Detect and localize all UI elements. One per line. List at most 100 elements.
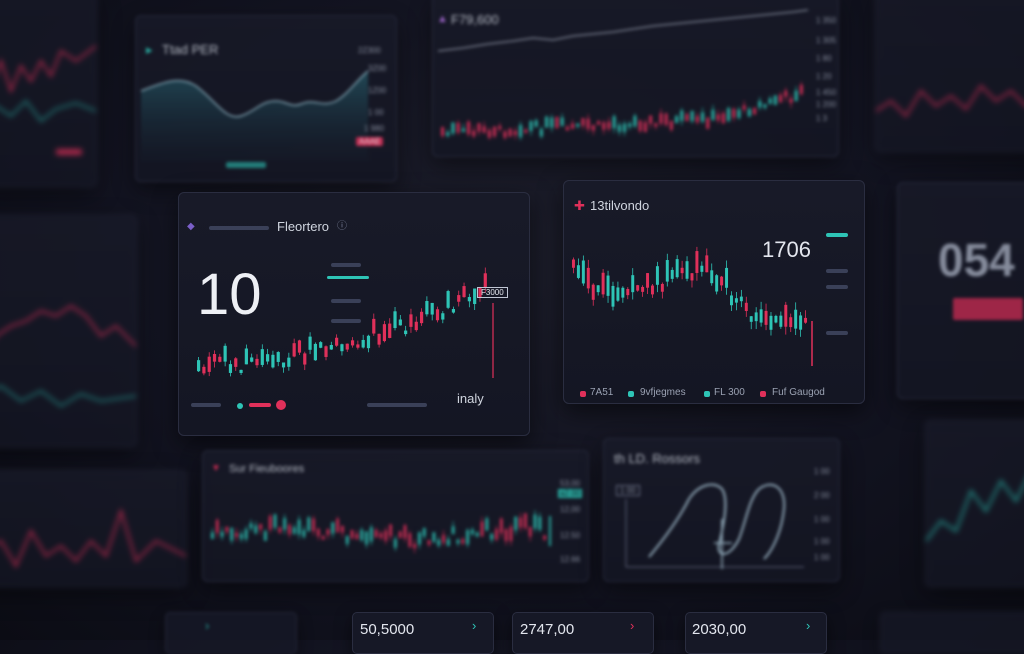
- panel-fleortero-info-icon[interactable]: ⓘ: [337, 221, 347, 232]
- panel-13tilvondo[interactable]: ✚ 13tilvondo 1706 7A51 9vfjegmes FL 300 …: [563, 180, 865, 404]
- panel-f79600[interactable]: ▲ F79,600 1 350 1 305 1 80 1 20 1 450 1 …: [432, 0, 839, 157]
- candle-body: [276, 352, 280, 362]
- candle-body: [239, 369, 243, 373]
- bottom-tile-2-arrow[interactable]: ›: [630, 618, 635, 633]
- panel-ttad-per-scroll[interactable]: [226, 162, 266, 168]
- right-mid-panel: 054: [897, 182, 1024, 399]
- candle-body: [700, 265, 704, 272]
- candle-body: [799, 84, 803, 95]
- candle-body: [690, 273, 694, 281]
- candle-body: [425, 301, 429, 315]
- candle-body: [631, 275, 635, 293]
- candle-body: [734, 298, 738, 303]
- candle-body: [611, 285, 615, 307]
- candle-body: [643, 122, 647, 132]
- candle-body: [572, 259, 575, 268]
- candle-body: [519, 124, 523, 138]
- candle-body: [774, 315, 778, 323]
- candle-body: [612, 116, 616, 129]
- panel-fleortero[interactable]: ◆ Fleortero ⓘ 10 F3000 inaly: [178, 192, 530, 436]
- candle-body: [534, 120, 538, 127]
- candle-body: [509, 526, 513, 541]
- candle-body: [336, 518, 340, 533]
- candle-body: [404, 330, 408, 335]
- candle-body: [259, 523, 263, 530]
- panel-fleortero-icon: ◆: [187, 221, 195, 232]
- panel-fleortero-footer-chip2: [237, 403, 243, 409]
- panel-sur-fieuboores-tick: 12.66: [560, 555, 581, 564]
- panel-rossors-tick: 1 00: [814, 515, 830, 524]
- panel-13tilvondo-legend-swatch: [580, 391, 586, 397]
- panel-fleortero-footer-dot[interactable]: [276, 400, 286, 410]
- candle-body: [715, 275, 719, 292]
- candle-body: [523, 513, 527, 528]
- bottom-tile-left[interactable]: [165, 612, 297, 654]
- candle-body: [675, 259, 679, 278]
- candle-body: [621, 287, 625, 298]
- panel-rossors-tick: 1 00: [814, 553, 830, 562]
- candle-body: [260, 349, 264, 365]
- bottom-tile-left-arrow[interactable]: ›: [205, 618, 210, 633]
- candle-body: [742, 105, 746, 110]
- candle-body: [393, 539, 397, 548]
- candle-body: [292, 527, 296, 534]
- candle-body: [413, 543, 417, 549]
- candle-body: [754, 312, 758, 322]
- panel-sur-fieuboores[interactable]: ▼ Sur Fieuboores 53,00 a2.00 12,00 12.50…: [202, 450, 589, 582]
- candle-body: [539, 128, 543, 137]
- candle-body: [215, 520, 219, 534]
- left-top-chart: [0, 45, 96, 123]
- candle-body: [504, 529, 508, 542]
- candle-body: [230, 528, 234, 541]
- candle-body: [701, 112, 705, 122]
- candle-body: [451, 526, 455, 534]
- panel-13tilvondo-legend-item: Fuf Gaugod: [772, 387, 825, 398]
- candle-body: [321, 536, 325, 540]
- candle-body: [623, 123, 627, 133]
- panel-sur-fieuboores-badge: a2.00: [558, 489, 583, 498]
- candle-body: [753, 108, 757, 115]
- bottom-tile-1-arrow[interactable]: ›: [472, 618, 477, 633]
- candle-body: [680, 110, 684, 121]
- candle-body: [739, 296, 743, 302]
- panel-13tilvondo-bar4: [826, 331, 848, 335]
- candle-body: [499, 518, 503, 534]
- candle-body: [435, 309, 440, 321]
- candle-body: [292, 343, 296, 357]
- candle-body: [628, 123, 632, 128]
- candle-body: [466, 530, 470, 545]
- candle-body: [202, 366, 206, 374]
- candle-body: [278, 527, 282, 533]
- panel-rossors[interactable]: th LD. Rossors 1 00 1 00 2 00 1 00 1 00 …: [603, 438, 840, 582]
- candle-body: [737, 109, 741, 118]
- panel-fleortero-tabs[interactable]: [209, 226, 269, 230]
- candle-body: [249, 523, 253, 529]
- candle-body: [576, 265, 580, 278]
- panel-13tilvondo-candles: [572, 246, 813, 366]
- candle-body: [659, 113, 663, 124]
- candle-body: [473, 288, 477, 305]
- candle-body: [555, 116, 559, 129]
- panel-sur-fieuboores-tick: 12.50: [560, 531, 581, 540]
- panel-ttad-per[interactable]: ▸ Ttad PER 2Z300 3Z00 1Z00 1 00 1 980 AA…: [135, 15, 397, 182]
- panel-rossors-lineplot: [625, 483, 804, 569]
- panel-fleortero-slider[interactable]: [327, 276, 369, 279]
- left-bottom-panel: [0, 470, 187, 587]
- bottom-tile-right[interactable]: [880, 612, 1024, 654]
- candle-body: [571, 123, 575, 129]
- candle-body: [651, 285, 654, 295]
- candle-body: [779, 94, 783, 103]
- candle-body: [303, 353, 307, 365]
- candle-body: [350, 530, 354, 539]
- candle-body: [685, 114, 689, 122]
- candle-body: [477, 123, 481, 132]
- bottom-tile-3-arrow[interactable]: ›: [806, 618, 811, 633]
- candle-body: [263, 531, 267, 541]
- candle-body: [660, 283, 664, 292]
- candle-body: [244, 348, 248, 365]
- bottom-tile-2-value: 2747,00: [520, 621, 575, 638]
- panel-fleortero-footer-text: inaly: [457, 391, 484, 406]
- candle-body: [565, 126, 569, 131]
- panel-ttad-per-tick: 3Z00: [368, 64, 387, 73]
- candle-body: [695, 115, 699, 123]
